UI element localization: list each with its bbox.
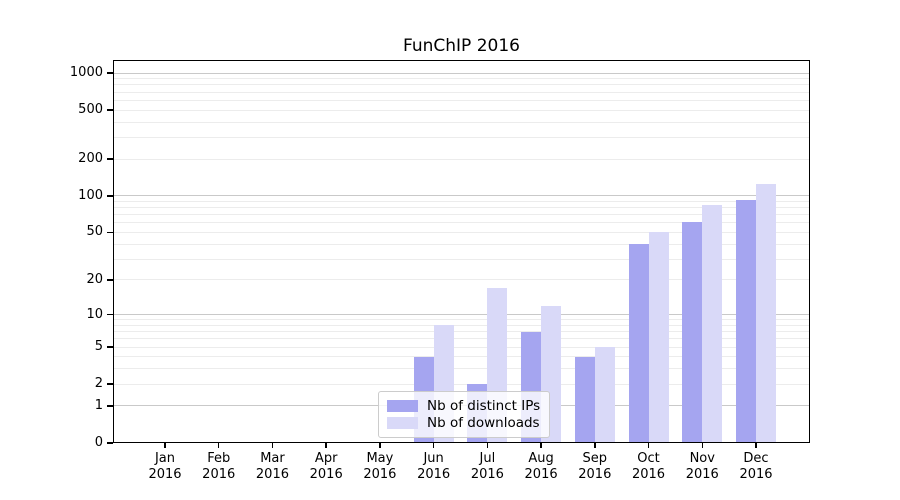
bar-downloads-sep	[594, 347, 615, 443]
y-tick	[107, 313, 113, 316]
grid-line-major	[113, 195, 810, 197]
x-tick	[755, 443, 757, 448]
legend: Nb of distinct IPs Nb of downloads	[378, 391, 550, 438]
grid-line-minor	[113, 243, 810, 245]
y-tick-label: 200	[78, 151, 103, 167]
grid-line-minor	[113, 214, 810, 216]
x-tick-label: Feb 2016	[202, 451, 236, 482]
grid-line-minor	[113, 200, 810, 202]
y-tick-label: 500	[78, 102, 103, 118]
y-tick-label: 10	[86, 306, 103, 322]
grid-line-minor	[113, 331, 810, 333]
x-tick	[540, 443, 542, 448]
x-tick	[486, 443, 489, 448]
x-tick	[217, 443, 220, 448]
y-tick	[107, 442, 113, 444]
grid-line-minor	[113, 368, 810, 370]
y-tick-label: 100	[78, 187, 103, 203]
x-tick	[164, 443, 166, 448]
y-tick-label: 1000	[69, 65, 103, 81]
plot-area: Nb of distinct IPs Nb of downloads 0 1 2 5 10…	[70, 60, 810, 482]
x-tick-label: Jun 2016	[417, 451, 451, 482]
x-tick-label: Aug 2016	[524, 451, 558, 482]
x-tick	[432, 443, 435, 448]
x-tick	[271, 443, 274, 448]
legend-label: Nb of downloads	[427, 415, 540, 431]
grid-line-major	[113, 314, 810, 316]
grid-line-minor	[113, 338, 810, 340]
x-tick-label: May 2016	[363, 451, 397, 482]
grid-line-minor	[113, 109, 810, 111]
bar-downloads-oct	[648, 232, 669, 443]
legend-label: Nb of distinct IPs	[427, 398, 541, 414]
grid-line-minor	[113, 158, 810, 160]
y-tick	[107, 195, 113, 197]
y-tick	[107, 346, 113, 348]
y-tick	[107, 383, 113, 385]
y-tick-label: 20	[86, 271, 103, 287]
x-tick-label: Jul 2016	[470, 451, 504, 482]
grid-line-minor	[113, 78, 810, 80]
x-tick-label: Mar 2016	[255, 451, 289, 482]
x-tick-label: Dec 2016	[739, 451, 773, 482]
y-tick-label: 2	[94, 376, 103, 392]
bar-distinct-ips-dec	[735, 200, 756, 443]
x-tick	[594, 443, 596, 448]
legend-swatch	[387, 400, 418, 412]
x-tick-label: Nov 2016	[685, 451, 719, 482]
bar-downloads-nov	[702, 205, 723, 443]
y-tick-label: 1	[94, 397, 103, 413]
bar-distinct-ips-nov	[682, 221, 703, 443]
y-tick	[107, 405, 113, 407]
y-tick	[107, 158, 113, 160]
grid-line-minor	[113, 99, 810, 101]
y-tick-label: 5	[94, 339, 103, 355]
grid-line-minor	[113, 222, 810, 224]
grid-line-minor	[113, 319, 810, 321]
x-tick	[379, 443, 381, 448]
y-tick-label: 50	[86, 224, 103, 240]
grid-line-minor	[113, 91, 810, 93]
y-tick	[107, 231, 113, 234]
legend-entry: Nb of distinct IPs	[387, 398, 541, 414]
x-tick	[647, 443, 650, 448]
x-tick-label: Sep 2016	[578, 451, 612, 482]
grid-line-minor	[113, 121, 810, 123]
grid-line-minor	[113, 324, 810, 326]
x-tick	[325, 443, 327, 448]
bar-distinct-ips-sep	[574, 356, 595, 443]
x-tick-label: Apr 2016	[309, 451, 343, 482]
grid-line-minor	[113, 383, 810, 385]
legend-swatch	[387, 417, 418, 429]
bar-downloads-dec	[755, 184, 776, 443]
y-tick-label: 0	[94, 435, 103, 450]
grid-line-minor	[113, 207, 810, 209]
y-tick	[107, 279, 113, 281]
x-tick-label: Jan 2016	[148, 451, 182, 482]
legend-entry: Nb of downloads	[387, 415, 541, 431]
x-tick	[701, 443, 704, 448]
grid-line-minor	[113, 231, 810, 233]
grid-line-major	[113, 72, 810, 74]
x-tick-label: Oct 2016	[631, 451, 666, 482]
y-tick	[107, 72, 113, 74]
y-tick	[107, 109, 113, 111]
grid-line-minor	[113, 136, 810, 138]
grid-line-minor	[113, 84, 810, 86]
bar-distinct-ips-oct	[628, 244, 649, 443]
grid-line-minor	[113, 279, 810, 281]
grid-line-minor	[113, 356, 810, 358]
grid-line-minor	[113, 258, 810, 260]
chart-title: FunChIP 2016	[403, 36, 520, 56]
grid-line-minor	[113, 346, 810, 348]
